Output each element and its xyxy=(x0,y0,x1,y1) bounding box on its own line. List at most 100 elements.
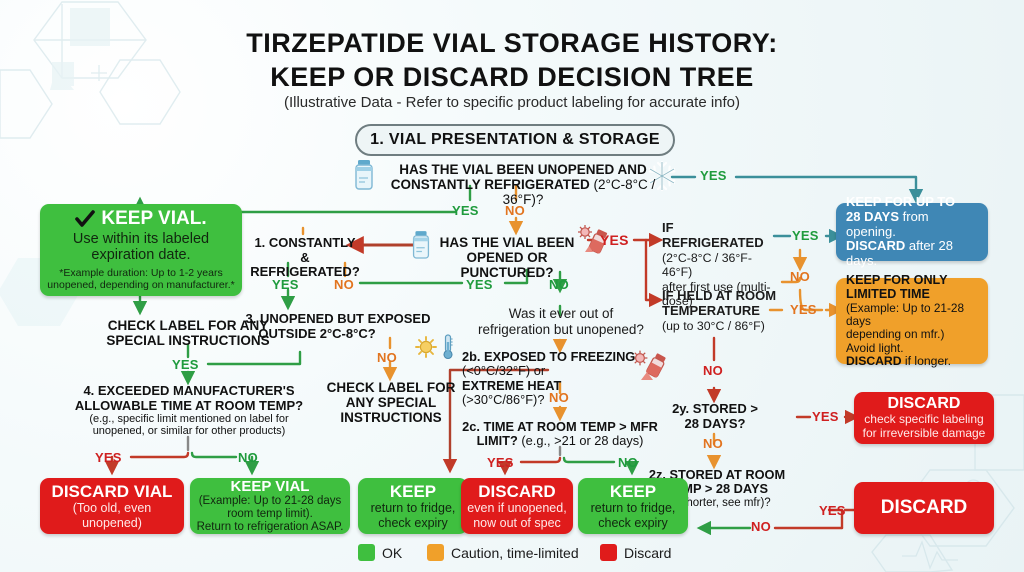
q4-sub1: (e.g., specific limit mentioned on label… xyxy=(89,413,289,426)
q4-sub2: unopened, or similar for other products) xyxy=(92,425,286,438)
edge-label-2b-no: NO xyxy=(549,390,569,405)
keeplim-line5: Avoid light. xyxy=(846,340,904,355)
keep2128-title: KEEP VIAL xyxy=(230,477,310,495)
outcome-discard-vial: DISCARD VIAL (Too old, even unopened) xyxy=(40,478,184,534)
q2z-line3: (or shorter, see mfr)? xyxy=(663,496,771,509)
outcome-discard-out-of-spec: DISCARD even if unopened, now out of spe… xyxy=(461,478,573,534)
keep-vial-title: KEEP VIAL. xyxy=(101,208,207,230)
branch-if-refrigerated: IF REFRIGERATED (2°C-8°C / 36°F-46°F) af… xyxy=(662,220,778,309)
keeplim-line6-normal: if longer. xyxy=(904,354,951,369)
edge-label-2y-no: NO xyxy=(703,436,723,451)
keeplim-line2: LIMITED TIME xyxy=(846,287,930,302)
question-top: HAS THE VIAL BEEN UNOPENED AND CONSTANTL… xyxy=(378,162,668,207)
discardspec-line3: now out of spec xyxy=(473,515,561,530)
q3-line1: 3. UNOPENED BUT EXPOSED xyxy=(245,311,431,326)
edge-label-room-no: NO xyxy=(790,269,810,284)
discard-irreversible-title: DISCARD xyxy=(887,395,961,413)
legend-label-discard: Discard xyxy=(624,544,672,561)
q1-line2: REFRIGERATED? xyxy=(250,264,360,280)
discard-vial-line2: (Too old, even xyxy=(72,501,152,516)
edge-label-top-no: NO xyxy=(505,203,525,218)
q2c-line2-bold: LIMIT? xyxy=(476,433,518,449)
discard-irreversible-line2: check specific labeling xyxy=(864,412,984,427)
sun-icon xyxy=(415,336,437,358)
q2b-line1: 2b. EXPOSED TO FREEZING xyxy=(462,349,636,364)
keep28-line3-bold: DISCARD xyxy=(846,238,906,254)
edge-label-2c-yes: YES xyxy=(487,455,514,470)
vial-puncture-icon xyxy=(578,225,608,254)
keep-vial-note2: unopened, depending on manufacturer.* xyxy=(47,278,235,291)
keep28-line2-bold: 28 DAYS xyxy=(846,208,899,224)
edge-label-2z-yes: YES xyxy=(819,503,846,518)
q-opened-line2: OPENED OR PUNCTURED? xyxy=(460,250,554,281)
edge-label-top-yes: YES xyxy=(452,203,479,218)
edge-label-check-yes: YES xyxy=(172,357,199,372)
was-it-line1: Was it ever out of xyxy=(508,306,614,321)
legend-swatch-ok xyxy=(358,544,375,561)
edge-label-room-down-no: NO xyxy=(703,363,723,378)
edge-label-q4-no: NO xyxy=(238,450,258,465)
q2y-line2: 28 DAYS? xyxy=(684,415,746,431)
freeze-heat-icon xyxy=(632,350,666,380)
check-label-left: CHECK LABEL FOR ANY SPECIAL INSTRUCTIONS xyxy=(80,318,296,348)
legend-swatch-discard xyxy=(600,544,617,561)
q2b-line2: (<0°C/32°F) or xyxy=(462,363,546,379)
keepfridge2-line2: return to fridge, xyxy=(590,501,676,516)
discard-plain-title: DISCARD xyxy=(880,497,968,519)
question-top-line2-sub: (2°C-8°C / 36°F)? xyxy=(502,177,656,208)
edge-label-q1-yes: YES xyxy=(272,277,299,292)
edge-label-opened-red-yes: YES xyxy=(600,232,629,248)
legend-label-caution: Caution, time-limited xyxy=(451,544,579,561)
q2b-line3-normal: (>30°C/86°F)? xyxy=(462,391,545,407)
check-label-mid-line1: CHECK LABEL FOR xyxy=(326,380,456,395)
discard-vial-title: DISCARD VIAL xyxy=(51,482,173,502)
page-subtitle: (Illustrative Data - Refer to specific p… xyxy=(283,94,741,111)
discard-vial-line3: unopened) xyxy=(82,515,142,530)
edge-label-top-right-yes: YES xyxy=(700,168,727,183)
edge-label-2y-yes: YES xyxy=(812,409,839,424)
outcome-discard-plain: DISCARD xyxy=(854,482,994,534)
keep28-line1: KEEP FOR UP TO xyxy=(846,193,956,209)
legend-item-caution: Caution, time-limited xyxy=(427,544,579,561)
question-2b-freezing-heat: 2b. EXPOSED TO FREEZING (<0°C/32°F) or E… xyxy=(462,349,642,407)
q2z-line2: TEMP > 28 DAYS xyxy=(665,481,769,497)
q4-line1: 4. EXCEEDED MANUFACTURER'S xyxy=(83,383,295,398)
discardspec-line2: even if unopened, xyxy=(467,501,567,516)
keepfridge1-line3: check expiry xyxy=(378,515,448,530)
outcome-keep-limited-time: KEEP FOR ONLY LIMITED TIME (Example: Up … xyxy=(836,273,988,368)
thermometer-icon xyxy=(443,334,453,360)
keep-vial-line3: expiration date. xyxy=(91,247,191,264)
q4-line2: ALLOWABLE TIME AT ROOM TEMP? xyxy=(74,397,304,413)
keep2128-line3: room temp limit). xyxy=(227,508,313,520)
if-refrigerated-title: IF REFRIGERATED xyxy=(662,220,764,251)
keeplim-line4: depending on mfr.) xyxy=(846,327,945,342)
question-1-constantly-refrigerated: 1. CONSTANTLY & REFRIGERATED? xyxy=(250,235,360,280)
edge-label-q3-no: NO xyxy=(377,350,397,365)
q2y-line1: 2y. STORED > xyxy=(672,401,758,416)
question-top-line2: CONSTANTLY REFRIGERATED xyxy=(390,177,590,193)
page-title-line2: KEEP OR DISCARD DECISION TREE xyxy=(270,62,754,92)
snowflake-icon xyxy=(648,160,676,192)
edge-label-opened-yes: YES xyxy=(466,277,493,292)
keep2128-line2: (Example: Up to 21-28 days xyxy=(198,494,342,507)
section-chip: 1. VIAL PRESENTATION & STORAGE xyxy=(355,124,675,156)
vial-icon xyxy=(412,231,430,259)
if-refrigerated-line3: after first use (multi-dose) xyxy=(662,279,771,309)
outcome-discard-irreversible: DISCARD check specific labeling for irre… xyxy=(854,392,994,444)
keepfridge1-title: KEEP xyxy=(389,482,437,502)
if-room-line3: (up to 30°C / 86°F) xyxy=(662,318,765,333)
check-label-left-line2: SPECIAL INSTRUCTIONS xyxy=(106,333,270,349)
keeplim-line3: (Example: Up to 21-28 days xyxy=(846,300,965,328)
q-opened-line1: HAS THE VIAL BEEN xyxy=(439,235,575,250)
was-it-line2: refrigeration but unopened? xyxy=(478,321,644,337)
if-refrigerated-line2: (2°C-8°C / 36°F-46°F) xyxy=(662,250,752,280)
check-label-mid: CHECK LABEL FOR ANY SPECIAL INSTRUCTIONS xyxy=(318,380,464,425)
legend-swatch-caution xyxy=(427,544,444,561)
check-label-mid-line2: ANY SPECIAL xyxy=(345,395,437,411)
question-3-unopened-exposed: 3. UNOPENED BUT EXPOSED OUTSIDE 2°C-8°C? xyxy=(240,311,436,341)
legend-item-discard: Discard xyxy=(600,544,671,561)
outcome-keep-vial-main: KEEP VIAL. Use within its labeled expira… xyxy=(40,204,242,296)
branch-if-room-temperature: IF HELD AT ROOM TEMPERATURE (up to 30°C … xyxy=(662,288,778,333)
